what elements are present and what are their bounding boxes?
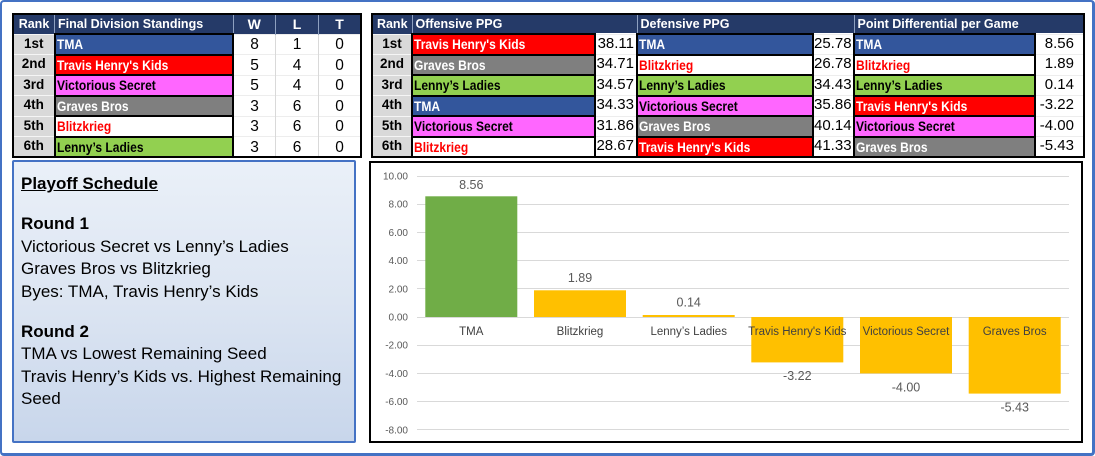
svg-text:-6.00: -6.00: [385, 397, 408, 408]
svg-text:0.14: 0.14: [677, 295, 701, 309]
svg-text:6.00: 6.00: [389, 228, 409, 239]
svg-text:-5.43: -5.43: [1000, 400, 1029, 414]
svg-text:-4.00: -4.00: [385, 369, 408, 380]
svg-text:Victorious Secret: Victorious Secret: [863, 326, 951, 338]
svg-text:Blitzkrieg: Blitzkrieg: [557, 326, 604, 338]
svg-text:0.00: 0.00: [389, 313, 409, 324]
svg-text:4.00: 4.00: [389, 256, 409, 267]
svg-text:8.56: 8.56: [459, 178, 483, 192]
svg-text:-2.00: -2.00: [385, 341, 408, 352]
svg-text:Graves Bros: Graves Bros: [983, 326, 1047, 338]
svg-text:2.00: 2.00: [389, 284, 409, 295]
svg-text:-3.22: -3.22: [783, 369, 812, 383]
svg-text:Lenny’s Ladies: Lenny’s Ladies: [650, 326, 727, 338]
svg-text:-4.00: -4.00: [892, 380, 921, 394]
svg-text:TMA: TMA: [459, 326, 484, 338]
svg-text:-8.00: -8.00: [385, 425, 408, 436]
svg-text:1.89: 1.89: [568, 271, 592, 285]
svg-text:Travis Henry's Kids: Travis Henry's Kids: [748, 326, 847, 338]
svg-text:8.00: 8.00: [389, 200, 409, 211]
svg-text:10.00: 10.00: [383, 172, 408, 183]
